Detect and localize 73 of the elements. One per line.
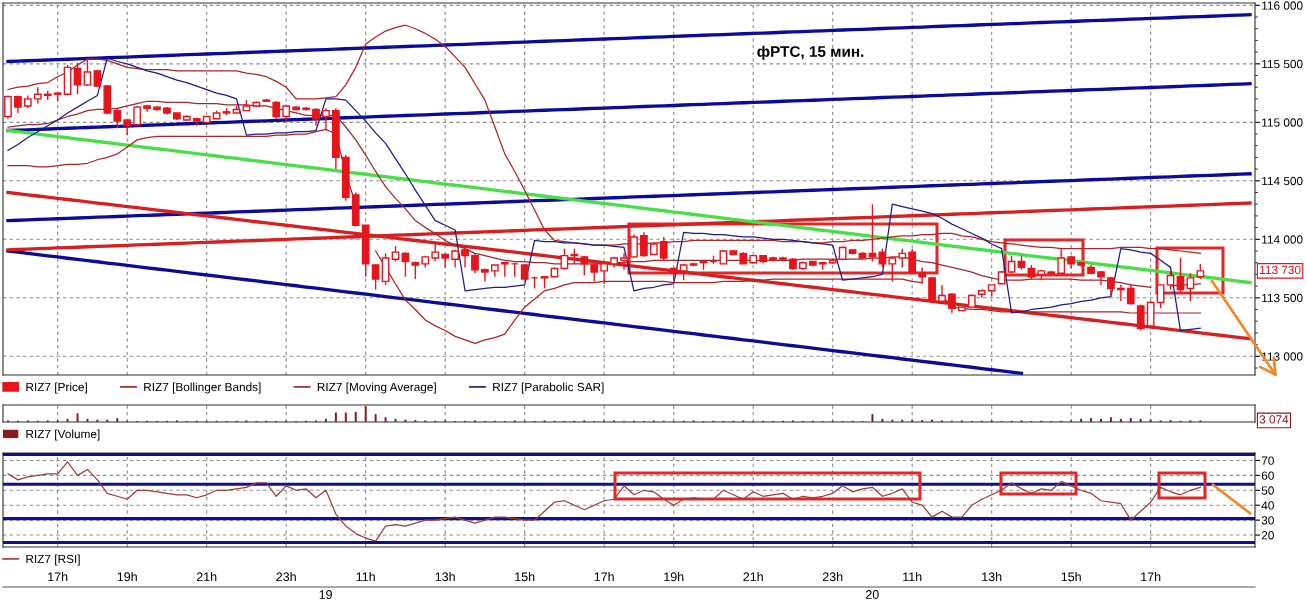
- x-tick-label: 17h: [594, 572, 614, 582]
- line-series: [7, 461, 1201, 542]
- candlestick: [868, 203, 877, 263]
- candlestick: [898, 247, 907, 269]
- candlestick: [659, 236, 668, 262]
- text: 113 730: [1260, 265, 1301, 275]
- text: фРТС, 15 мин.: [757, 45, 864, 60]
- candlestick: [908, 247, 917, 274]
- x-tick-label: 13h: [435, 572, 455, 582]
- x-tick-label: 15h: [515, 572, 535, 582]
- x2-tick-label: 20: [865, 590, 879, 599]
- candlestick: [73, 61, 82, 95]
- y-tick-label: 40: [1261, 501, 1274, 510]
- legend-label: RIZ7 [RSI]: [26, 554, 80, 566]
- candlestick: [83, 58, 92, 87]
- candlestick: [471, 252, 479, 274]
- y-tick-label: 114 500: [1262, 176, 1303, 186]
- candlestick: [1057, 247, 1066, 274]
- x-tick-label: 21h: [743, 572, 763, 582]
- x-tick-label: 17h: [1141, 572, 1161, 582]
- candlestick: [1156, 284, 1165, 310]
- candlestick: [1136, 304, 1145, 332]
- x-tick-label: 19h: [664, 572, 684, 582]
- candlestick: [1146, 300, 1155, 328]
- candlestick: [113, 107, 122, 129]
- y-tick-label: 114 000: [1262, 235, 1303, 244]
- x-tick-label: 21h: [196, 572, 217, 582]
- candlestick: [381, 252, 390, 286]
- candlestick: [1186, 272, 1195, 302]
- candlestick: [4, 94, 12, 120]
- candlestick: [431, 242, 440, 263]
- y-tick-label: 115 500: [1262, 59, 1303, 69]
- candlestick: [640, 231, 648, 258]
- candlestick: [322, 107, 330, 132]
- x-tick-label: 11h: [903, 572, 922, 582]
- y-tick-label: 116 000: [1262, 1, 1303, 10]
- line-series: [6, 249, 1024, 375]
- candlestick: [1166, 270, 1175, 291]
- x-tick-label: 11h: [356, 572, 375, 582]
- candlestick: [461, 245, 469, 269]
- candlestick: [371, 263, 380, 291]
- legend-label: RIZ7 [Moving Average]: [317, 382, 436, 394]
- candlestick: [948, 292, 956, 314]
- y-tick-label: 30: [1261, 516, 1274, 525]
- candlestick: [938, 284, 946, 305]
- candlestick: [878, 247, 887, 269]
- candlestick: [560, 247, 569, 271]
- candlestick: [441, 252, 450, 269]
- legend-label: RIZ7 [Bollinger Bands]: [144, 382, 261, 394]
- candlestick: [1126, 283, 1135, 306]
- line-series: [6, 172, 1252, 223]
- legend-label: RIZ7 [Volume]: [26, 429, 100, 441]
- legend-label: RIZ7 [Price]: [26, 382, 87, 394]
- x-tick-label: 23h: [276, 572, 296, 582]
- x-tick-label: 17h: [48, 572, 68, 582]
- x-tick-label: 13h: [982, 572, 1002, 582]
- line-series: [6, 190, 1252, 341]
- y-tick-label: 50: [1261, 486, 1274, 495]
- text: 3 074: [1259, 415, 1289, 424]
- candlestick: [620, 252, 628, 271]
- candlestick: [1176, 257, 1185, 293]
- y-tick-label: 70: [1261, 456, 1274, 465]
- candlestick: [888, 256, 897, 283]
- y-tick-label: 60: [1261, 471, 1274, 480]
- x-tick-label: 19h: [117, 572, 137, 582]
- x-tick-label: 23h: [822, 572, 843, 582]
- y-tick-label: 113 500: [1262, 293, 1303, 303]
- x-tick-label: 15h: [1061, 572, 1081, 582]
- y-tick-label: 115 000: [1262, 118, 1303, 127]
- line-series: [6, 13, 1252, 64]
- x2-tick-label: 19: [319, 590, 332, 599]
- legend-label: RIZ7 [Parabolic SAR]: [493, 382, 604, 394]
- y-tick-label: 20: [1261, 531, 1274, 540]
